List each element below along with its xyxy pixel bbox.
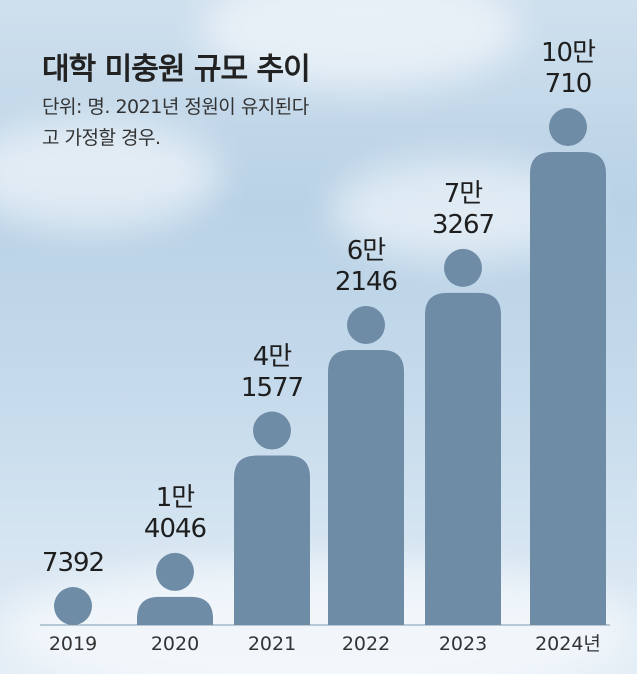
person-bar <box>54 587 92 625</box>
value-label: 10만 710 <box>540 38 596 99</box>
value-label: 4만 1577 <box>240 341 304 403</box>
person-bar <box>425 248 501 625</box>
person-bar <box>234 411 310 625</box>
chart-subtitle: 단위: 명. 2021년 정원이 유지된다고 가정할 경우. <box>42 96 309 149</box>
x-tick-label: 2024년 <box>535 633 601 655</box>
x-tick-label: 2021 <box>248 633 296 655</box>
chart-title: 대학 미충원 규모 추이 <box>42 52 311 87</box>
x-tick-label: 2020 <box>151 633 199 655</box>
value-label: 6만 2146 <box>334 235 398 297</box>
person-bar <box>137 552 213 625</box>
value-label: 7만 3267 <box>431 178 495 240</box>
person-bar <box>530 108 606 625</box>
x-tick-label: 2019 <box>49 633 97 655</box>
cloud <box>0 120 220 230</box>
person-bar <box>328 306 404 625</box>
x-tick-label: 2023 <box>439 633 487 655</box>
x-tick-label: 2022 <box>342 633 390 655</box>
value-label: 1만 4046 <box>143 482 207 544</box>
value-label: 7392 <box>41 548 105 579</box>
